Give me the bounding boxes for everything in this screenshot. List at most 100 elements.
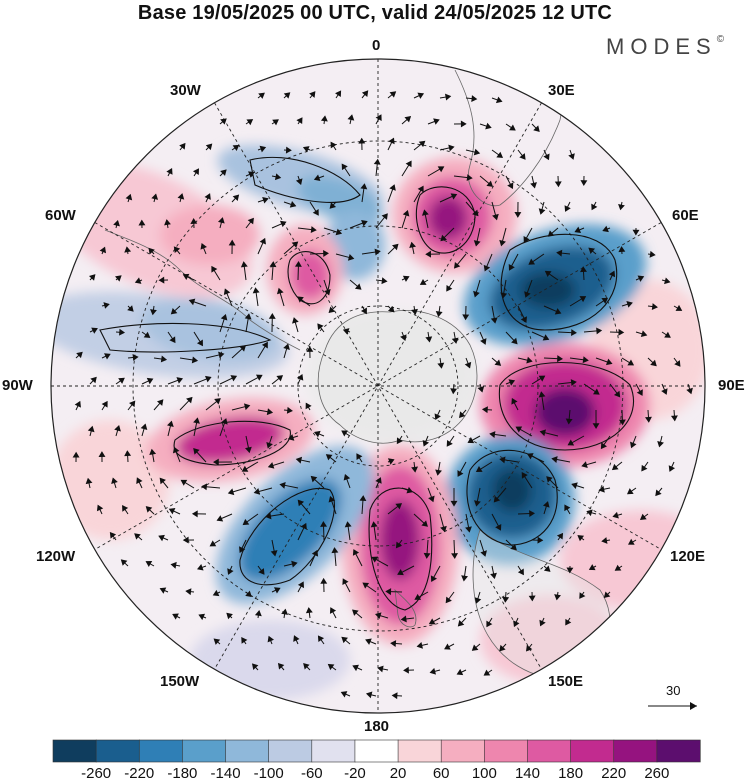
wind-arrow-head bbox=[626, 301, 633, 308]
wind-arrow-head bbox=[303, 663, 310, 670]
wind-arrow-head bbox=[310, 226, 317, 233]
lon-label-30e: 30E bbox=[548, 82, 575, 99]
wind-arrow-head bbox=[317, 635, 325, 643]
wind-arrow-head bbox=[664, 331, 671, 338]
wind-arrow-head bbox=[182, 536, 189, 544]
wind-arrow-head bbox=[440, 525, 447, 533]
wind-arrow-head bbox=[421, 520, 428, 527]
wind-arrow-head bbox=[370, 521, 378, 528]
wind-arrow-head bbox=[579, 296, 587, 303]
wind-arrow-head bbox=[358, 137, 366, 144]
wind-arrow-head bbox=[517, 568, 524, 576]
wind-arrow-head bbox=[381, 213, 388, 220]
colorbar-swatch bbox=[527, 739, 572, 763]
colorbar-swatch bbox=[268, 739, 313, 763]
wind-arrow-head bbox=[547, 230, 555, 237]
wind-arrow-head bbox=[571, 329, 577, 337]
wind-arrow-head bbox=[403, 666, 409, 674]
wind-arrow-head bbox=[297, 499, 305, 507]
wind-arrow-head bbox=[273, 587, 281, 594]
wind-arrow-head bbox=[618, 419, 626, 426]
wind-arrow-head bbox=[266, 441, 273, 449]
wind-arrow-head bbox=[601, 297, 609, 304]
wind-arrow-head bbox=[140, 423, 148, 430]
modes-logo: MODES© bbox=[606, 34, 725, 59]
wind-arrow-head bbox=[306, 346, 314, 352]
wind-arrow-head bbox=[216, 515, 224, 522]
wind-arrow-head bbox=[360, 307, 367, 315]
wind-arrow-head bbox=[650, 359, 657, 367]
colorbar-swatch bbox=[354, 739, 399, 763]
wind-arrow-head bbox=[120, 559, 128, 566]
wind-arrow-head bbox=[375, 114, 382, 121]
wind-arrow-head bbox=[173, 246, 181, 254]
wind-arrow-head bbox=[537, 536, 544, 544]
wind-arrow-head bbox=[523, 235, 530, 243]
wind-arrow-head bbox=[411, 466, 419, 473]
contours bbox=[99, 156, 635, 611]
lon-label-90e: 90E bbox=[718, 377, 745, 394]
wind-arrow-head bbox=[305, 402, 312, 410]
wind-arrow-head bbox=[428, 495, 435, 503]
wind-arrow-head bbox=[160, 355, 168, 363]
wind-arrow-head bbox=[172, 613, 179, 620]
wind-arrow-head bbox=[258, 92, 265, 99]
colorbar-swatch bbox=[138, 739, 183, 763]
wind-arrow-head bbox=[214, 398, 221, 405]
wind-arrow-head bbox=[543, 153, 550, 161]
wind-arrow-head bbox=[253, 488, 261, 495]
reference-vector-arrow bbox=[648, 702, 697, 710]
wind-arrow-head bbox=[574, 226, 582, 234]
wind-arrow-head bbox=[462, 314, 470, 321]
wind-arrow-head bbox=[423, 552, 431, 559]
wind-arrow-head bbox=[242, 518, 250, 526]
wind-arrow-head bbox=[145, 560, 153, 568]
wind-arrow-head bbox=[571, 482, 578, 489]
wind-arrow-head bbox=[551, 456, 558, 463]
wind-arrow-head bbox=[556, 249, 563, 257]
wind-arrow-head bbox=[496, 151, 504, 158]
wind-arrow-head bbox=[437, 362, 445, 369]
wind-arrow-head bbox=[329, 202, 337, 209]
wind-arrow-head bbox=[396, 437, 403, 445]
colorbar-tick-label: -180 bbox=[167, 765, 198, 782]
wind-arrow-head bbox=[341, 636, 348, 644]
wind-arrow-head bbox=[193, 417, 200, 424]
wind-arrow-head bbox=[245, 590, 252, 598]
wind-arrow-head bbox=[327, 663, 335, 671]
wind-arrow-head bbox=[554, 181, 562, 188]
wind-arrow-head bbox=[546, 476, 553, 483]
wind-arrow-head bbox=[156, 399, 164, 406]
wind-arrow-head bbox=[148, 247, 155, 255]
wind-arrow-head bbox=[191, 356, 199, 364]
wind-arrow-head bbox=[395, 541, 403, 549]
wind-arrow-head bbox=[486, 180, 494, 187]
wind-arrow-head bbox=[564, 504, 571, 512]
wind-arrow-head bbox=[509, 124, 516, 131]
wind-arrow-head bbox=[277, 662, 285, 670]
wind-arrow-head bbox=[227, 568, 234, 575]
wind-arrow-head bbox=[507, 182, 514, 190]
wind-arrow-head bbox=[347, 254, 355, 261]
wind-arrow-head bbox=[618, 246, 626, 253]
wind-arrow-head bbox=[596, 327, 603, 335]
wind-arrow-head bbox=[272, 119, 279, 126]
wind-arrow-head bbox=[485, 122, 492, 130]
wind-arrow-head bbox=[453, 262, 461, 269]
wind-arrow-head bbox=[524, 291, 531, 298]
wind-arrow-head bbox=[320, 115, 328, 122]
lon-label-180: 180 bbox=[364, 718, 390, 735]
wind-arrow-head bbox=[259, 237, 266, 245]
wind-arrow-head bbox=[543, 565, 551, 572]
wind-arrow-head bbox=[580, 180, 588, 187]
wind-arrow-head bbox=[230, 375, 238, 382]
wind-arrow-head bbox=[347, 114, 355, 121]
wind-arrow-head bbox=[458, 411, 466, 419]
wind-arrow-head bbox=[305, 607, 313, 614]
wind-arrow-head bbox=[675, 304, 683, 311]
lon-label-150e: 150E bbox=[548, 673, 584, 690]
wind-arrow-head bbox=[581, 461, 588, 468]
wind-arrow-head bbox=[417, 92, 425, 99]
wind-arrow-head bbox=[580, 266, 587, 273]
